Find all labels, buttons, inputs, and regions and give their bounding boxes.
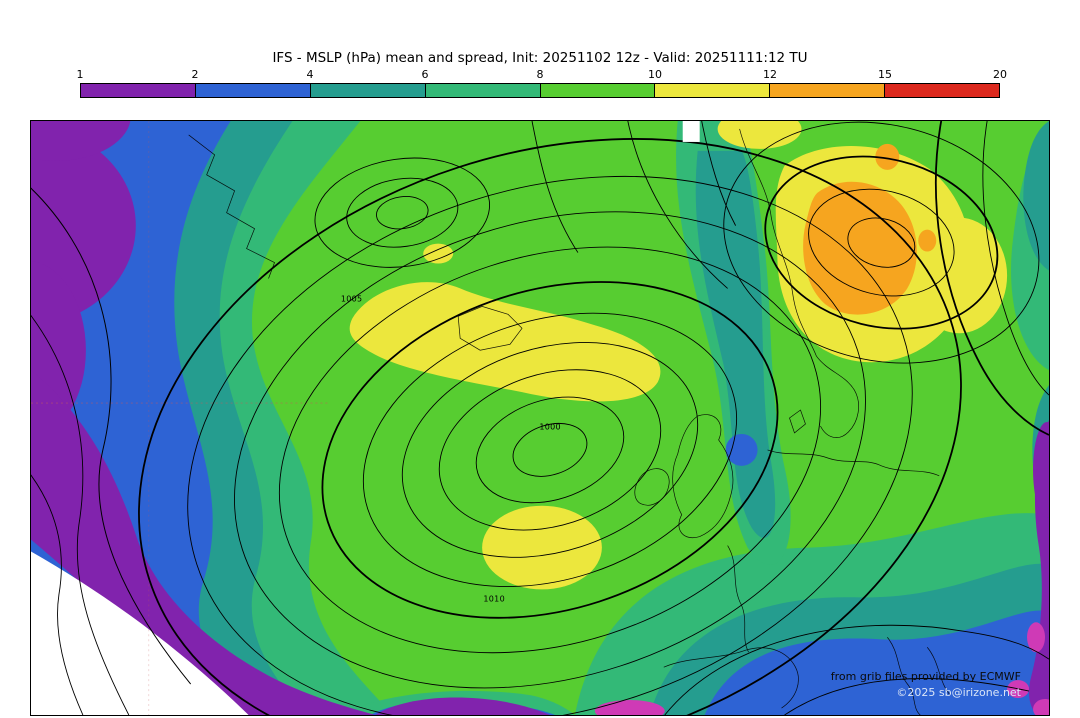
colorbar-ticks: 1 2 4 6 8 10 12 15 20 — [76, 68, 1008, 82]
spread-region-purple-east-blob — [1033, 422, 1049, 518]
spread-region-yellow-low-center — [482, 505, 602, 590]
page-title: IFS - MSLP (hPa) mean and spread, Init: … — [272, 50, 808, 66]
colorbar-tick-label: 1 — [76, 68, 84, 81]
coastlines — [188, 128, 951, 715]
colorbar-segment — [425, 84, 541, 97]
colorbar-segment — [885, 84, 999, 97]
colorbar-tick-label: 15 — [878, 68, 892, 81]
top-edge-white-notch — [682, 121, 700, 142]
spread-region-magenta-corner — [1033, 699, 1049, 715]
map-canvas — [31, 121, 1049, 715]
coastline-italy — [887, 637, 921, 715]
colorbar-segment — [655, 84, 771, 97]
spread-region-yellow-northeast-ext — [911, 217, 1008, 334]
credits-copyright: ©2025 sb@irizone.net — [896, 686, 1021, 699]
spread-region-teal-corner — [1023, 121, 1049, 271]
coastline-great-britain — [672, 414, 734, 539]
colorbar-wrap: 1 2 4 6 8 10 12 15 20 — [76, 68, 1008, 98]
weather-map: 1005 1000 1010 from grib files provided by… — [30, 120, 1050, 716]
isobar-contours — [31, 121, 1049, 715]
colorbar-tick-label: 4 — [306, 68, 314, 81]
coastline-north-europe — [767, 449, 940, 477]
no-data-white-wedge — [31, 551, 249, 715]
coastline-adriatic — [926, 647, 951, 696]
colorbar-segment — [195, 84, 311, 97]
spread-fill-layer — [31, 121, 1049, 715]
spread-region-purple-sw-band — [31, 370, 376, 715]
colorbar-segment — [540, 84, 656, 97]
coastline-iceland — [457, 306, 523, 351]
spread-region-yellow-top-edge — [717, 121, 802, 149]
colorbar-tick-label: 2 — [191, 68, 199, 81]
coastline-sweden-baltic — [816, 355, 859, 438]
spread-region-blue-southeast — [704, 610, 1049, 715]
spread-region-orange-spot1 — [875, 143, 900, 170]
spread-region-orange-core — [803, 181, 917, 315]
spread-region-yellow-spot — [423, 243, 454, 264]
colorbar — [80, 83, 1000, 98]
coastline-denmark — [789, 409, 806, 434]
colorbar-tick-label: 20 — [993, 68, 1007, 81]
spread-region-yellow-central-band — [349, 282, 661, 402]
coastline-france — [727, 545, 749, 653]
colorbar-segment — [81, 84, 196, 97]
colorbar-tick-label: 10 — [648, 68, 662, 81]
coastline-iberia — [663, 647, 799, 709]
credits-source: from grib files provided by ECMWF — [830, 670, 1021, 683]
colorbar-tick-label: 8 — [536, 68, 544, 81]
colorbar-tick-label: 12 — [763, 68, 777, 81]
spread-region-blue-northsea-spot — [725, 433, 758, 466]
spread-region-orange-spot2 — [918, 229, 937, 252]
spread-region-teal-northsea — [695, 150, 776, 539]
coastline-norway — [739, 128, 817, 357]
spread-region-purple-nw-corner — [31, 121, 131, 161]
spread-region-magenta-east1 — [1027, 622, 1046, 653]
colorbar-segment — [770, 84, 886, 97]
colorbar-tick-label: 6 — [421, 68, 429, 81]
colorbar-segment — [310, 84, 426, 97]
spread-region-purple-south-strip — [375, 697, 550, 715]
coastline-greenland — [188, 134, 275, 279]
coastline-ireland — [634, 468, 670, 506]
